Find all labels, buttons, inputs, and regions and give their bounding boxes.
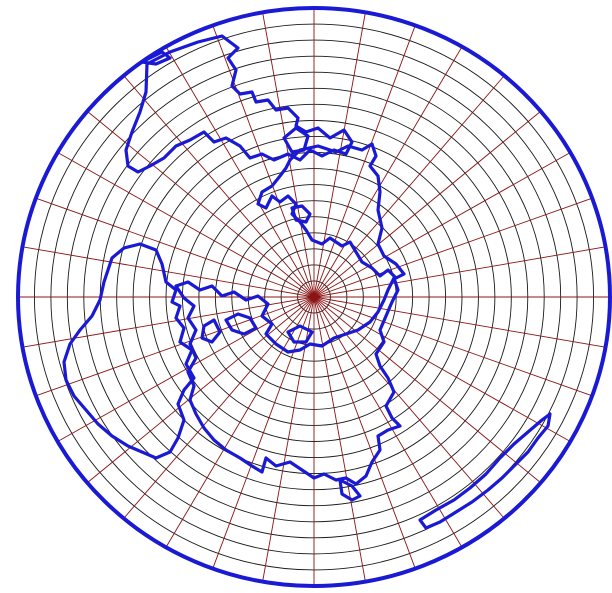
- meridian-line: [313, 197, 593, 298]
- meridian-line: [22, 246, 315, 298]
- pole-marker: [310, 293, 318, 301]
- meridian-line: [313, 12, 366, 298]
- meridian-line: [313, 110, 542, 298]
- coastline-lower-right: [418, 412, 552, 530]
- meridian-line: [313, 296, 416, 569]
- coastline-inner-seas: [224, 312, 258, 336]
- meridian-line: [123, 296, 315, 519]
- meridian-line: [313, 296, 463, 548]
- coastline-peninsula: [338, 478, 362, 502]
- meridian-line: [313, 296, 606, 348]
- meridian-line: [22, 296, 315, 348]
- meridian-line: [165, 46, 315, 298]
- meridian-line: [313, 246, 606, 298]
- meridian-line: [313, 152, 571, 298]
- meridian-line: [165, 296, 315, 548]
- coastline-inner-bay: [200, 318, 222, 344]
- coastline-asia-ring: [174, 276, 402, 486]
- meridians-grid: [18, 8, 610, 586]
- meridian-line: [35, 197, 315, 298]
- meridian-line: [313, 296, 593, 397]
- meridian-line: [86, 110, 315, 298]
- coastline-eurasia: [62, 242, 196, 460]
- meridian-line: [313, 46, 463, 298]
- globe-border: [16, 6, 612, 588]
- meridian-line: [35, 296, 315, 397]
- meridian-line: [57, 152, 315, 298]
- meridian-line: [313, 75, 505, 298]
- coastline-hudson: [290, 204, 312, 224]
- meridian-line: [57, 296, 315, 442]
- meridian-line: [262, 296, 315, 582]
- meridian-line: [123, 75, 315, 298]
- coastline-greenland-tip: [140, 50, 172, 66]
- meridian-line: [86, 296, 315, 484]
- meridian-line: [313, 296, 542, 484]
- coastlines: [62, 34, 552, 530]
- coastline-arctic-islands: [282, 126, 310, 154]
- meridian-line: [212, 25, 315, 298]
- coastline-inner-gulf: [286, 324, 314, 344]
- meridian-line: [313, 25, 416, 298]
- meridian-line: [313, 296, 571, 442]
- coastline-north-america: [256, 142, 406, 280]
